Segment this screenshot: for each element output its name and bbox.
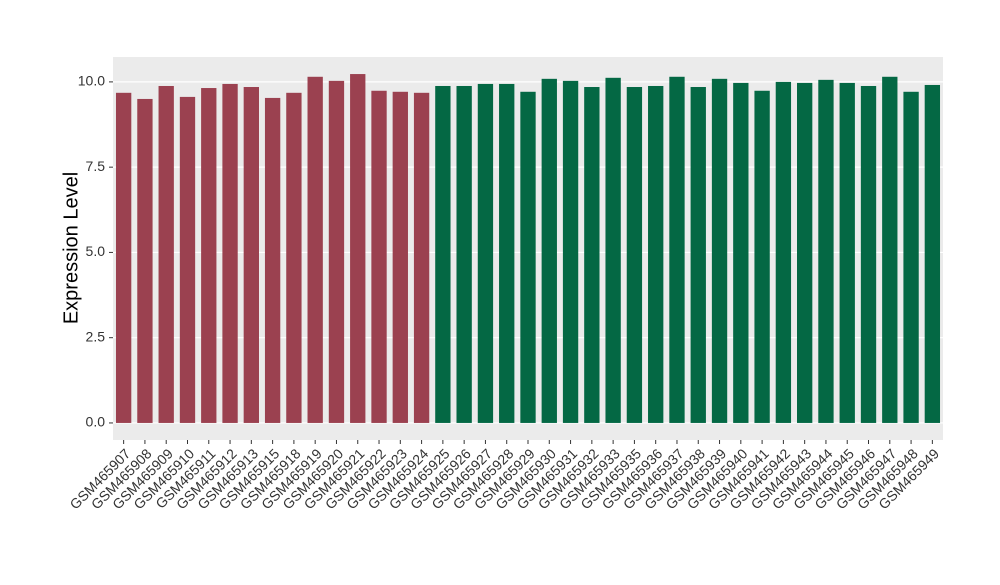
y-tick-label: 0.0 (86, 414, 106, 430)
bar (456, 85, 472, 423)
bar (413, 92, 430, 423)
y-axis-title: Expression Level (60, 172, 82, 324)
bar (733, 82, 749, 423)
bar (754, 90, 770, 423)
bar (115, 92, 132, 423)
bar (137, 98, 153, 423)
y-tick-label: 2.5 (86, 328, 106, 344)
bar (541, 78, 557, 423)
bar (924, 84, 941, 423)
bar (201, 88, 217, 423)
bar (158, 85, 174, 423)
bar (626, 87, 643, 423)
bar (669, 76, 685, 423)
bar (307, 76, 323, 423)
bar (584, 87, 600, 423)
bar (179, 96, 196, 423)
bar (562, 80, 579, 423)
bar (711, 78, 728, 423)
bar (328, 80, 345, 423)
bar (860, 85, 877, 423)
bar (222, 83, 238, 423)
bar (818, 79, 834, 423)
bar (605, 77, 621, 423)
bar (775, 81, 792, 423)
bar (286, 92, 302, 423)
bar (350, 74, 366, 423)
y-tick-label: 10.0 (78, 73, 105, 89)
bar (882, 76, 898, 423)
bar (648, 85, 664, 423)
bar (243, 87, 259, 423)
bar (839, 82, 855, 423)
bar (903, 91, 919, 423)
bar (520, 91, 536, 423)
bar (690, 87, 706, 423)
bar (435, 85, 451, 423)
bar (264, 97, 281, 423)
bar (477, 83, 494, 423)
bar (797, 82, 813, 423)
bar (371, 90, 387, 423)
y-tick-label: 5.0 (86, 243, 106, 259)
bar (392, 91, 408, 423)
bar (499, 83, 515, 423)
y-tick-label: 7.5 (86, 158, 106, 174)
